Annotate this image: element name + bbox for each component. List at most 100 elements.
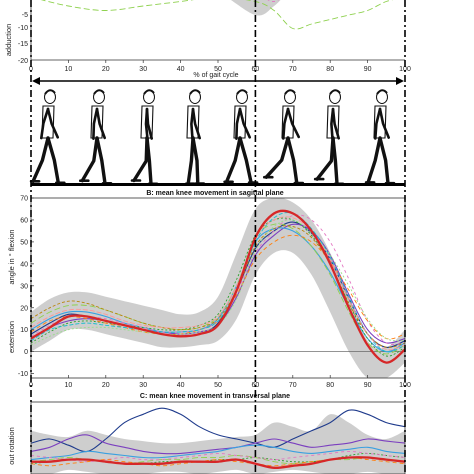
walking-figure <box>364 89 396 185</box>
panel-b: B: mean knee movement in sagittal plane … <box>7 190 411 389</box>
sd-band <box>230 0 281 16</box>
figure-leg <box>186 136 195 186</box>
subject-series-line <box>31 234 405 340</box>
panel-b-xtick-label: 50 <box>214 382 222 389</box>
figure-leg <box>191 136 200 186</box>
panel-a-xtick-label: 30 <box>139 66 147 73</box>
figure-hair <box>284 89 296 95</box>
panel-a: adduction -5 -10 -15 -20 0 10 20 30 40 50 60 70… <box>4 0 411 73</box>
figure-arm <box>378 107 390 139</box>
gait-cycle-arrow: % of gait cycle <box>32 72 404 85</box>
panel-a-xtick-label: 10 <box>65 66 73 73</box>
figure-arm <box>238 107 251 139</box>
panel-a-xtick-label: 80 <box>326 66 334 73</box>
walking-figure <box>263 89 305 185</box>
subject-series-line <box>31 444 405 461</box>
mean-line <box>31 456 405 470</box>
figure-hair <box>236 89 248 95</box>
subject-series-line <box>31 212 405 353</box>
panel-b-ytick-label: 70 <box>20 196 28 203</box>
walking-figure <box>184 89 206 186</box>
panel-a-xtick-label: 50 <box>214 66 222 73</box>
panel-a-ytick: -10 <box>18 25 28 32</box>
walking-figure <box>313 89 345 186</box>
panel-b-xtick-label: 70 <box>289 382 297 389</box>
panel-b-ytick-label: 0 <box>24 349 28 356</box>
figure-leg <box>238 136 253 185</box>
panel-a-xticks: 0 10 20 30 40 50 60 70 80 90 100 <box>29 60 411 73</box>
panel-b-xtick-label: 10 <box>65 382 73 389</box>
panel-a-plot <box>30 0 405 61</box>
figure-leg <box>264 136 290 179</box>
panel-b-xtick-label: 30 <box>139 382 147 389</box>
panel-c-plot <box>30 401 406 474</box>
figure-arm <box>235 107 242 140</box>
subject-series-line <box>31 223 405 355</box>
panel-a-xtick-label: 60 <box>252 66 260 73</box>
panel-b-xtick-label: 90 <box>364 382 372 389</box>
figure-leg <box>366 136 382 185</box>
panel-c-title: C: mean knee movement in transversal pla… <box>140 393 290 400</box>
panel-a-yticks: -5 -10 -15 -20 <box>18 12 28 65</box>
panel-b-xticks: 0 10 20 30 40 50 60 70 80 90 100 <box>29 375 411 389</box>
gait-arrow-right-head <box>396 77 404 85</box>
figure-arm <box>286 107 300 139</box>
mean-line <box>31 209 405 364</box>
panel-b-ytick-label: 60 <box>20 217 28 224</box>
panel-c-ylabel: out rotation <box>7 427 16 465</box>
panel-a-xtick-label: 20 <box>102 66 110 73</box>
figure-hair <box>44 89 56 95</box>
figure-hair <box>329 89 341 95</box>
panel-b-ytick-label: 20 <box>20 305 28 312</box>
figure-leg <box>132 136 149 183</box>
panel-a-xtick-label: 70 <box>289 66 297 73</box>
figure-leg <box>331 136 339 186</box>
figure-hair <box>93 89 105 95</box>
figure-arm <box>92 107 99 140</box>
sd-band <box>31 414 405 474</box>
ground-line <box>31 183 405 186</box>
panel-b-ylabel-extension: extension <box>7 321 16 353</box>
figure-leg <box>46 136 60 185</box>
figure-leg <box>31 136 50 183</box>
walking-figure <box>223 89 259 185</box>
figure-leg <box>80 136 99 183</box>
gait-cycle-label: % of gait cycle <box>193 72 238 79</box>
panel-b-xtick-label: 80 <box>326 382 334 389</box>
figure-arm <box>282 107 290 140</box>
panel-b-yticks: 70 60 50 40 30 20 10 0 -10 <box>18 196 34 378</box>
figure-leg <box>224 136 242 184</box>
walking-figure <box>79 89 113 185</box>
subject-series-line <box>267 0 279 2</box>
figure-arm <box>190 107 195 141</box>
figure-arm <box>330 107 335 141</box>
figure-leg <box>315 136 335 181</box>
gait-arrow-left-head <box>32 77 40 85</box>
sd-band <box>31 198 405 378</box>
figure-hair <box>189 89 201 95</box>
panel-b-plot <box>30 197 406 379</box>
panel-b-ytick-label: 50 <box>20 239 28 246</box>
panel-b-ytick-label: 40 <box>20 261 28 268</box>
subject-series-line <box>31 216 405 351</box>
figure-arm <box>145 107 153 140</box>
figure-leg <box>95 136 107 185</box>
figure-leg <box>378 136 390 185</box>
panel-a-ytick: -20 <box>18 58 28 65</box>
figure-hair <box>143 89 155 95</box>
subject-series-line <box>31 450 405 463</box>
figure-leg <box>286 136 299 185</box>
panel-b-ytick-label: -10 <box>18 371 28 378</box>
subject-series-line <box>31 434 405 455</box>
panel-c: C: mean knee movement in transversal pla… <box>7 393 406 474</box>
panel-b-xtick-label: 40 <box>177 382 185 389</box>
figure-arm <box>40 107 50 140</box>
gait-figures-strip <box>29 89 396 186</box>
panel-a-xtick-label: 100 <box>399 66 411 73</box>
panel-b-ylabel: angle in ° flexion <box>7 229 16 284</box>
vertical-markers <box>30 0 406 474</box>
panel-a-ylabel: adduction <box>4 24 13 57</box>
figure-arm <box>46 107 59 139</box>
panel-b-ytick-label: 30 <box>20 283 28 290</box>
